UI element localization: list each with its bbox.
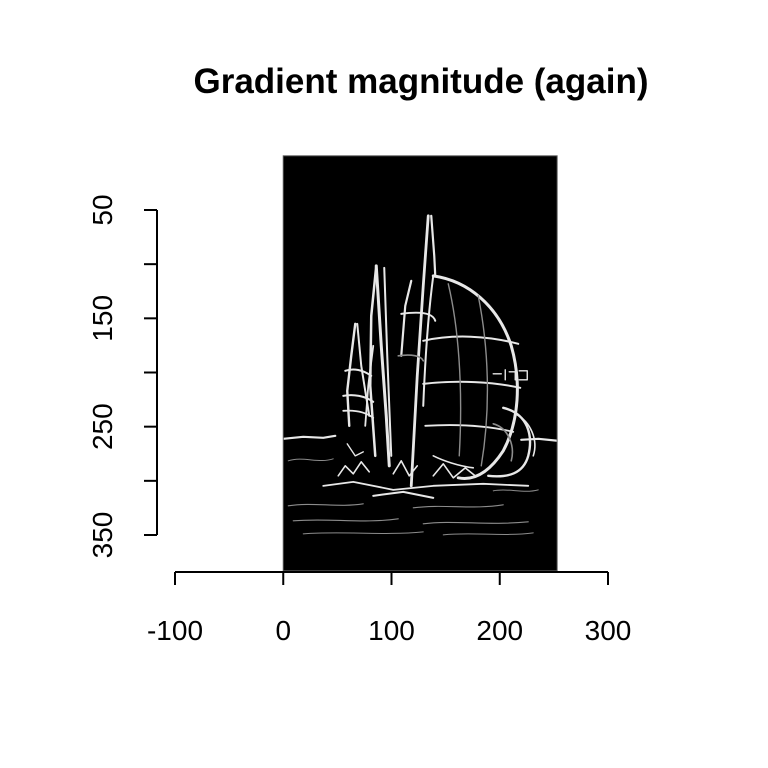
edge-stroke (424, 424, 515, 433)
x-tick-label: 0 (275, 615, 291, 646)
x-tick-label: -100 (147, 615, 203, 646)
y-axis: 50 150 250 350 (87, 194, 158, 559)
y-tick-label: 150 (87, 295, 118, 342)
edge-stroke (422, 274, 435, 407)
y-tick-label: 350 (87, 512, 118, 559)
edge-stroke (432, 463, 477, 479)
edge-stroke (447, 283, 462, 457)
gradient-image (283, 155, 558, 571)
edge-stroke (346, 322, 357, 428)
edge-stroke (492, 423, 514, 462)
x-axis: -100 0 100 200 300 (147, 571, 632, 646)
edge-stroke (342, 409, 375, 419)
edge-stroke (372, 490, 435, 499)
edge-stroke (431, 274, 519, 480)
edge-stroke (342, 394, 375, 403)
x-tick-label: 200 (476, 615, 523, 646)
edge-stroke (322, 480, 530, 491)
edge-stroke (397, 354, 425, 362)
edge-stroke (369, 264, 378, 458)
edge-stroke (514, 413, 536, 457)
edge-stroke (409, 214, 430, 488)
edge-stroke (287, 503, 364, 507)
edge-stroke (302, 531, 424, 535)
y-tick-label: 250 (87, 403, 118, 450)
x-tick-label: 100 (368, 615, 415, 646)
edge-stroke (283, 434, 337, 440)
edge-stroke (492, 489, 539, 492)
edge-stroke (337, 461, 371, 477)
chart-title: Gradient magnitude (again) (193, 62, 648, 101)
edge-stroke (364, 344, 375, 427)
edge-stroke (422, 380, 522, 389)
edge-stroke (346, 443, 364, 457)
edge-stroke (412, 504, 504, 509)
image-background (283, 155, 558, 571)
edge-stroke (430, 214, 437, 277)
edge-stroke (287, 458, 334, 462)
edge-stroke (400, 279, 413, 357)
y-tick-label: 50 (87, 194, 118, 225)
edge-stroke (432, 455, 475, 469)
edge-stroke (392, 460, 419, 477)
edge-stroke (422, 521, 529, 525)
edge-stroke (422, 335, 520, 345)
edge-stroke (383, 266, 393, 457)
edge-stroke (442, 532, 534, 536)
edge-stroke (374, 264, 391, 468)
edge-stroke (520, 437, 558, 442)
edge-stroke (477, 295, 489, 467)
edge-stroke (492, 369, 516, 381)
edge-stroke (400, 311, 437, 322)
image-border (282, 155, 558, 572)
edge-stroke (292, 518, 399, 522)
image-edges (283, 214, 558, 536)
edge-stroke (518, 370, 528, 381)
x-tick-label: 300 (585, 615, 632, 646)
